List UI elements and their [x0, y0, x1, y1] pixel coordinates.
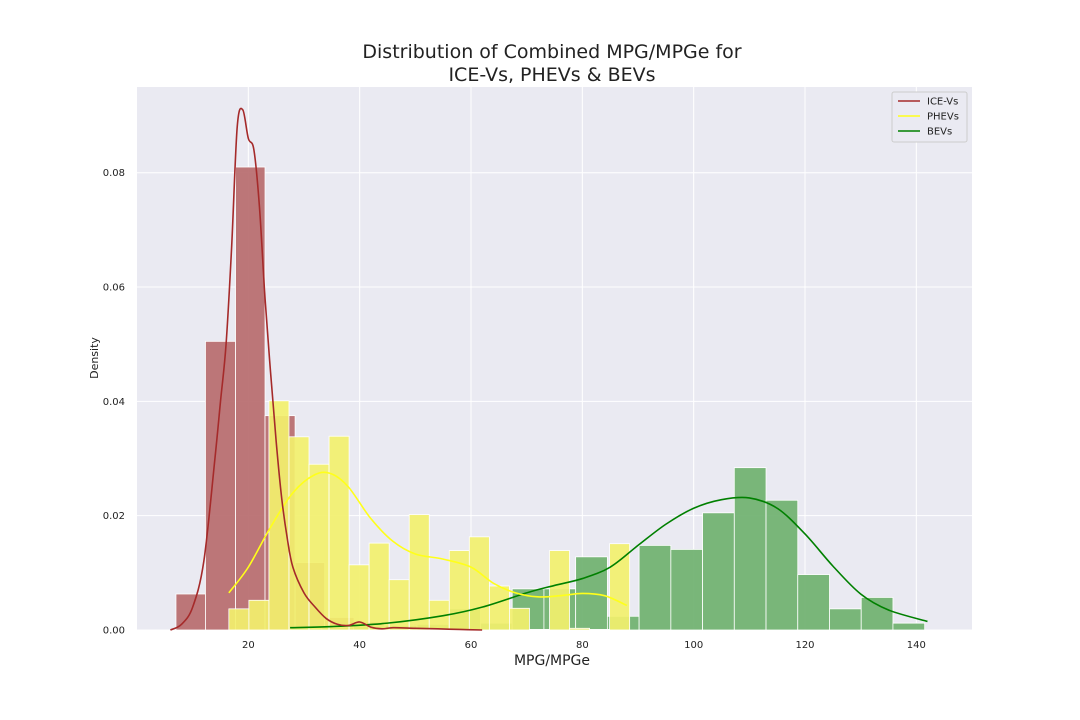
- bar-phevs: [529, 629, 550, 631]
- bar-phevs: [509, 607, 530, 631]
- bar-phevs: [609, 543, 631, 631]
- y-tick-label: 0.00: [103, 626, 125, 637]
- bar-phevs: [228, 608, 250, 631]
- bar-bevs: [829, 608, 862, 631]
- y-axis-label: Density: [88, 337, 101, 379]
- y-tick-label: 0.08: [103, 168, 125, 179]
- bar-bevs: [797, 574, 830, 631]
- bar-phevs: [468, 536, 490, 631]
- y-tick-label: 0.04: [103, 397, 125, 408]
- bar-phevs: [308, 463, 330, 631]
- bar-phevs: [328, 435, 350, 631]
- bar-bevs: [670, 549, 703, 631]
- x-tick-label: 40: [353, 640, 366, 651]
- bar-phevs: [368, 542, 390, 631]
- kde-line-bevs: [290, 496, 928, 629]
- bar-bevs: [638, 545, 672, 631]
- bar-phevs: [549, 550, 570, 631]
- x-axis-label: MPG/MPGe: [514, 653, 590, 669]
- legend-box: [891, 91, 968, 143]
- chart-title-line1: Distribution of Combined MPG/MPGe for: [362, 41, 741, 63]
- y-tick-label: 0.02: [103, 511, 125, 522]
- bar-bevs: [733, 467, 767, 631]
- legend-label-phevs: PHEVs: [927, 112, 959, 123]
- bar-phevs: [589, 629, 611, 631]
- legend-label-ice-vs: ICE-Vs: [927, 97, 958, 108]
- bar-ice-vs: [205, 340, 236, 631]
- x-tick-label: 60: [465, 640, 478, 651]
- x-tick-label: 100: [684, 640, 703, 651]
- bar-bevs: [702, 512, 735, 631]
- bar-bevs: [860, 597, 894, 631]
- kde-line-ice-vs: [170, 107, 483, 631]
- bar-bevs: [765, 499, 799, 631]
- bar-phevs: [569, 627, 590, 631]
- bar-bevs: [892, 622, 926, 631]
- x-tick-label: 80: [576, 640, 589, 651]
- bar-phevs: [248, 599, 270, 631]
- x-tick-label: 20: [242, 640, 255, 651]
- bar-phevs: [488, 585, 510, 631]
- y-tick-label: 0.06: [103, 283, 125, 294]
- x-tick-label: 120: [795, 640, 814, 651]
- bar-ice-vs: [235, 166, 266, 631]
- kde-lines: [170, 107, 928, 631]
- bar-phevs: [348, 564, 370, 631]
- chart-title-line2: ICE-Vs, PHEVs & BEVs: [448, 64, 655, 86]
- bar-phevs: [408, 514, 430, 631]
- bar-phevs: [268, 400, 290, 631]
- x-tick-label: 140: [907, 640, 926, 651]
- legend-label-bevs: BEVs: [927, 127, 952, 138]
- legend: ICE-Vs PHEVs BEVs: [891, 91, 968, 143]
- axis-ticks: 20 40 60 80 100 120 140 0.00 0.02 0.04 0.06 0.08: [103, 168, 926, 651]
- kde-line-phevs: [228, 471, 628, 607]
- bar-phevs: [288, 436, 310, 631]
